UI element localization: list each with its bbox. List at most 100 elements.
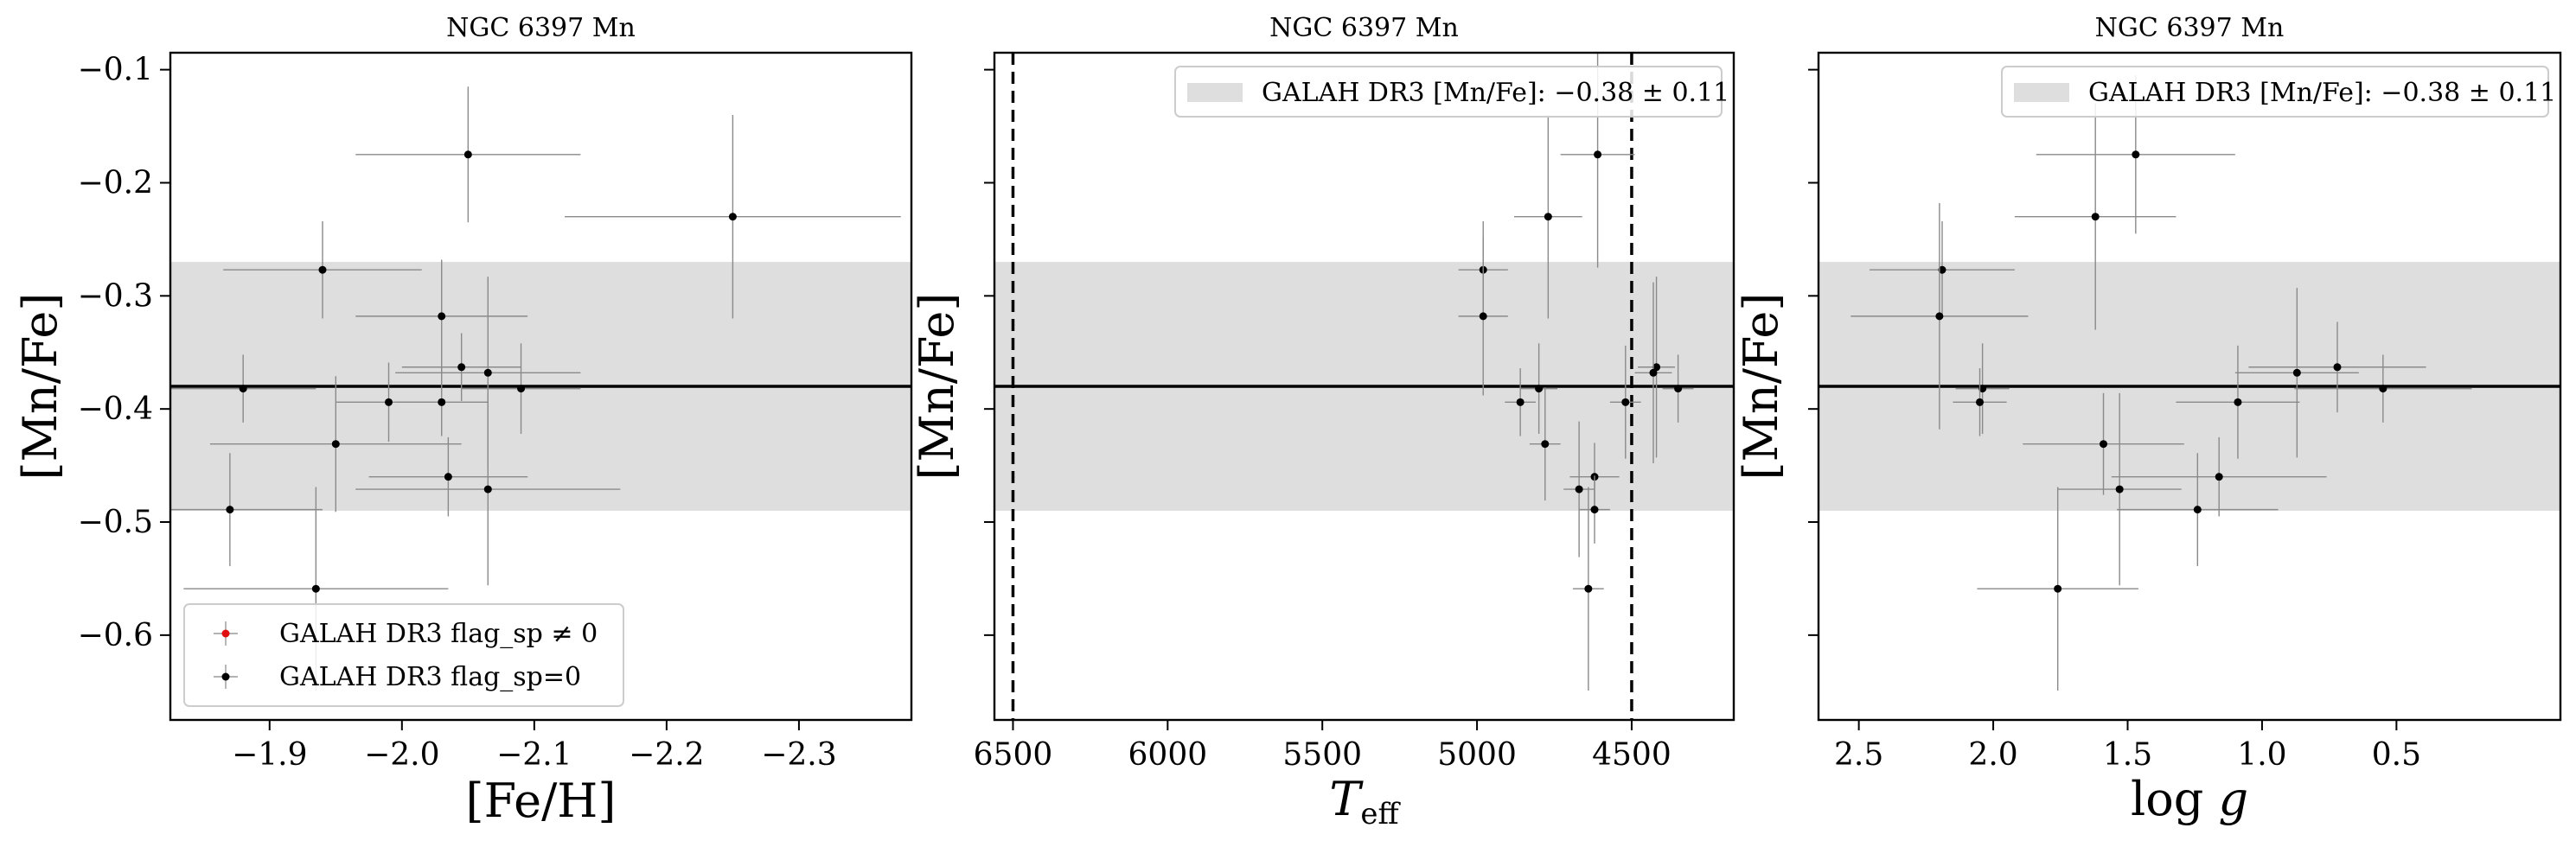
data-point xyxy=(1529,387,1561,501)
data-point xyxy=(1953,368,2007,436)
panel-title: NGC 6397 Mn xyxy=(1269,13,1459,43)
legend-label: GALAH DR3 flag_sp=0 xyxy=(279,662,581,692)
data-point xyxy=(2014,103,2176,330)
data-point xyxy=(1870,220,2015,319)
x-tick-label: 4500 xyxy=(1592,737,1672,773)
data-marker xyxy=(1649,368,1658,377)
data-point xyxy=(1609,345,1641,459)
x-axis-label-main: log xyxy=(2131,772,2219,826)
data-point xyxy=(1458,237,1508,396)
y-tick-label: −0.1 xyxy=(78,53,153,88)
data-point xyxy=(1851,203,2029,430)
data-point xyxy=(1514,114,1582,319)
data-marker xyxy=(2115,485,2124,494)
x-tick-label: 6000 xyxy=(1128,737,1208,773)
data-point xyxy=(401,333,521,402)
legend-swatch xyxy=(1187,83,1243,102)
x-tick-label: 1.5 xyxy=(2103,737,2152,773)
legend-frame xyxy=(1174,66,1723,118)
y-axis-label: [Mn/Fe] xyxy=(13,293,67,481)
legend-label: GALAH DR3 [Mn/Fe]: −0.38 ± 0.11 xyxy=(2088,78,2556,108)
data-marker xyxy=(226,506,234,514)
data-marker xyxy=(2379,385,2387,393)
data-marker xyxy=(2215,473,2223,481)
x-tick-label: 1.0 xyxy=(2237,737,2286,773)
x-axis-label-main: T xyxy=(1329,772,1364,826)
data-marker xyxy=(2132,150,2140,159)
data-point xyxy=(1579,475,1610,544)
data-marker xyxy=(2193,506,2202,514)
x-axis-label-var: g xyxy=(2218,772,2248,826)
data-marker xyxy=(1976,398,1985,406)
data-point xyxy=(2234,288,2359,458)
x-tick-label: −2.2 xyxy=(629,737,704,773)
data-point xyxy=(1662,354,1694,423)
legend-marker xyxy=(221,672,230,681)
data-marker xyxy=(385,398,393,406)
panel-title: NGC 6397 Mn xyxy=(446,13,636,43)
data-marker xyxy=(517,385,526,393)
axes-frame xyxy=(993,51,1735,722)
panel-title: NGC 6397 Mn xyxy=(2095,13,2285,43)
data-point xyxy=(209,376,462,513)
data-point xyxy=(2111,436,2327,517)
data-marker xyxy=(444,473,452,481)
data-point xyxy=(2176,345,2300,459)
axes-frame xyxy=(169,51,913,722)
data-point xyxy=(223,220,422,319)
legend: GALAH DR3 [Mn/Fe]: −0.38 ± 0.11 xyxy=(1174,66,1729,118)
x-tick-label: 5500 xyxy=(1282,737,1362,773)
data-point xyxy=(1977,487,2138,691)
axes-frame xyxy=(1817,51,2562,722)
data-point xyxy=(170,354,316,423)
data-point xyxy=(2023,392,2184,495)
data-marker xyxy=(331,440,340,449)
x-tick-label: 2.0 xyxy=(1968,737,2017,773)
data-marker xyxy=(1590,506,1599,514)
x-axis-label: [Fe/H] xyxy=(466,774,617,828)
panel-1: −1.9 −2.0 −2.1 −2.2 −2.3 −0.1 −0.2 −0.3 −0.4 −0.5… xyxy=(13,13,913,828)
data-marker xyxy=(1938,265,1946,274)
data-point xyxy=(355,259,528,373)
legend: GALAH DR3 flag_sp ≠ 0 GALAH DR3 flag_sp=0 xyxy=(183,603,624,707)
data-marker xyxy=(239,385,247,393)
data-point xyxy=(2248,322,2426,413)
data-point xyxy=(1520,343,1558,434)
data-point xyxy=(461,343,581,434)
data-point xyxy=(1563,421,1595,557)
data-marker xyxy=(1674,385,1683,393)
data-marker xyxy=(1541,440,1550,449)
data-point xyxy=(368,436,528,517)
panel-3: 2.5 2.0 1.5 1.0 0.5 NGC 6397 Mn log g [Mn/Fe] GA… xyxy=(1734,13,2562,826)
data-marker xyxy=(438,312,446,321)
y-tick-label: −0.2 xyxy=(78,165,153,201)
x-axis-label-sub: eff xyxy=(1360,797,1401,831)
data-marker xyxy=(2292,368,2301,377)
data-point xyxy=(170,453,323,567)
x-tick-label: −1.9 xyxy=(232,737,307,773)
data-marker xyxy=(457,363,466,372)
plot-area xyxy=(1819,75,2560,691)
data-marker xyxy=(1575,485,1583,494)
data-marker xyxy=(1479,312,1487,321)
legend-marker xyxy=(221,629,230,638)
legend-frame xyxy=(183,603,624,707)
data-marker xyxy=(2234,398,2242,406)
data-point xyxy=(2057,392,2182,586)
y-tick-label: −0.4 xyxy=(78,392,153,427)
legend-swatch xyxy=(2014,83,2069,102)
data-marker xyxy=(438,398,446,406)
x-axis-label: Teff xyxy=(1329,772,1401,831)
data-marker xyxy=(1535,385,1544,393)
data-marker xyxy=(2091,213,2100,221)
data-point xyxy=(1634,282,1672,463)
x-tick-label: 5000 xyxy=(1437,737,1517,773)
data-marker xyxy=(1584,584,1593,593)
data-point xyxy=(565,114,901,319)
panel-2: 6500 6000 5500 5000 4500 NGC 6397 Mn Teff [Mn/F… xyxy=(910,13,1735,831)
data-marker xyxy=(311,584,320,593)
data-marker xyxy=(1516,398,1525,406)
legend-label: GALAH DR3 flag_sp ≠ 0 xyxy=(279,619,598,649)
y-tick-label: −0.5 xyxy=(78,505,153,540)
